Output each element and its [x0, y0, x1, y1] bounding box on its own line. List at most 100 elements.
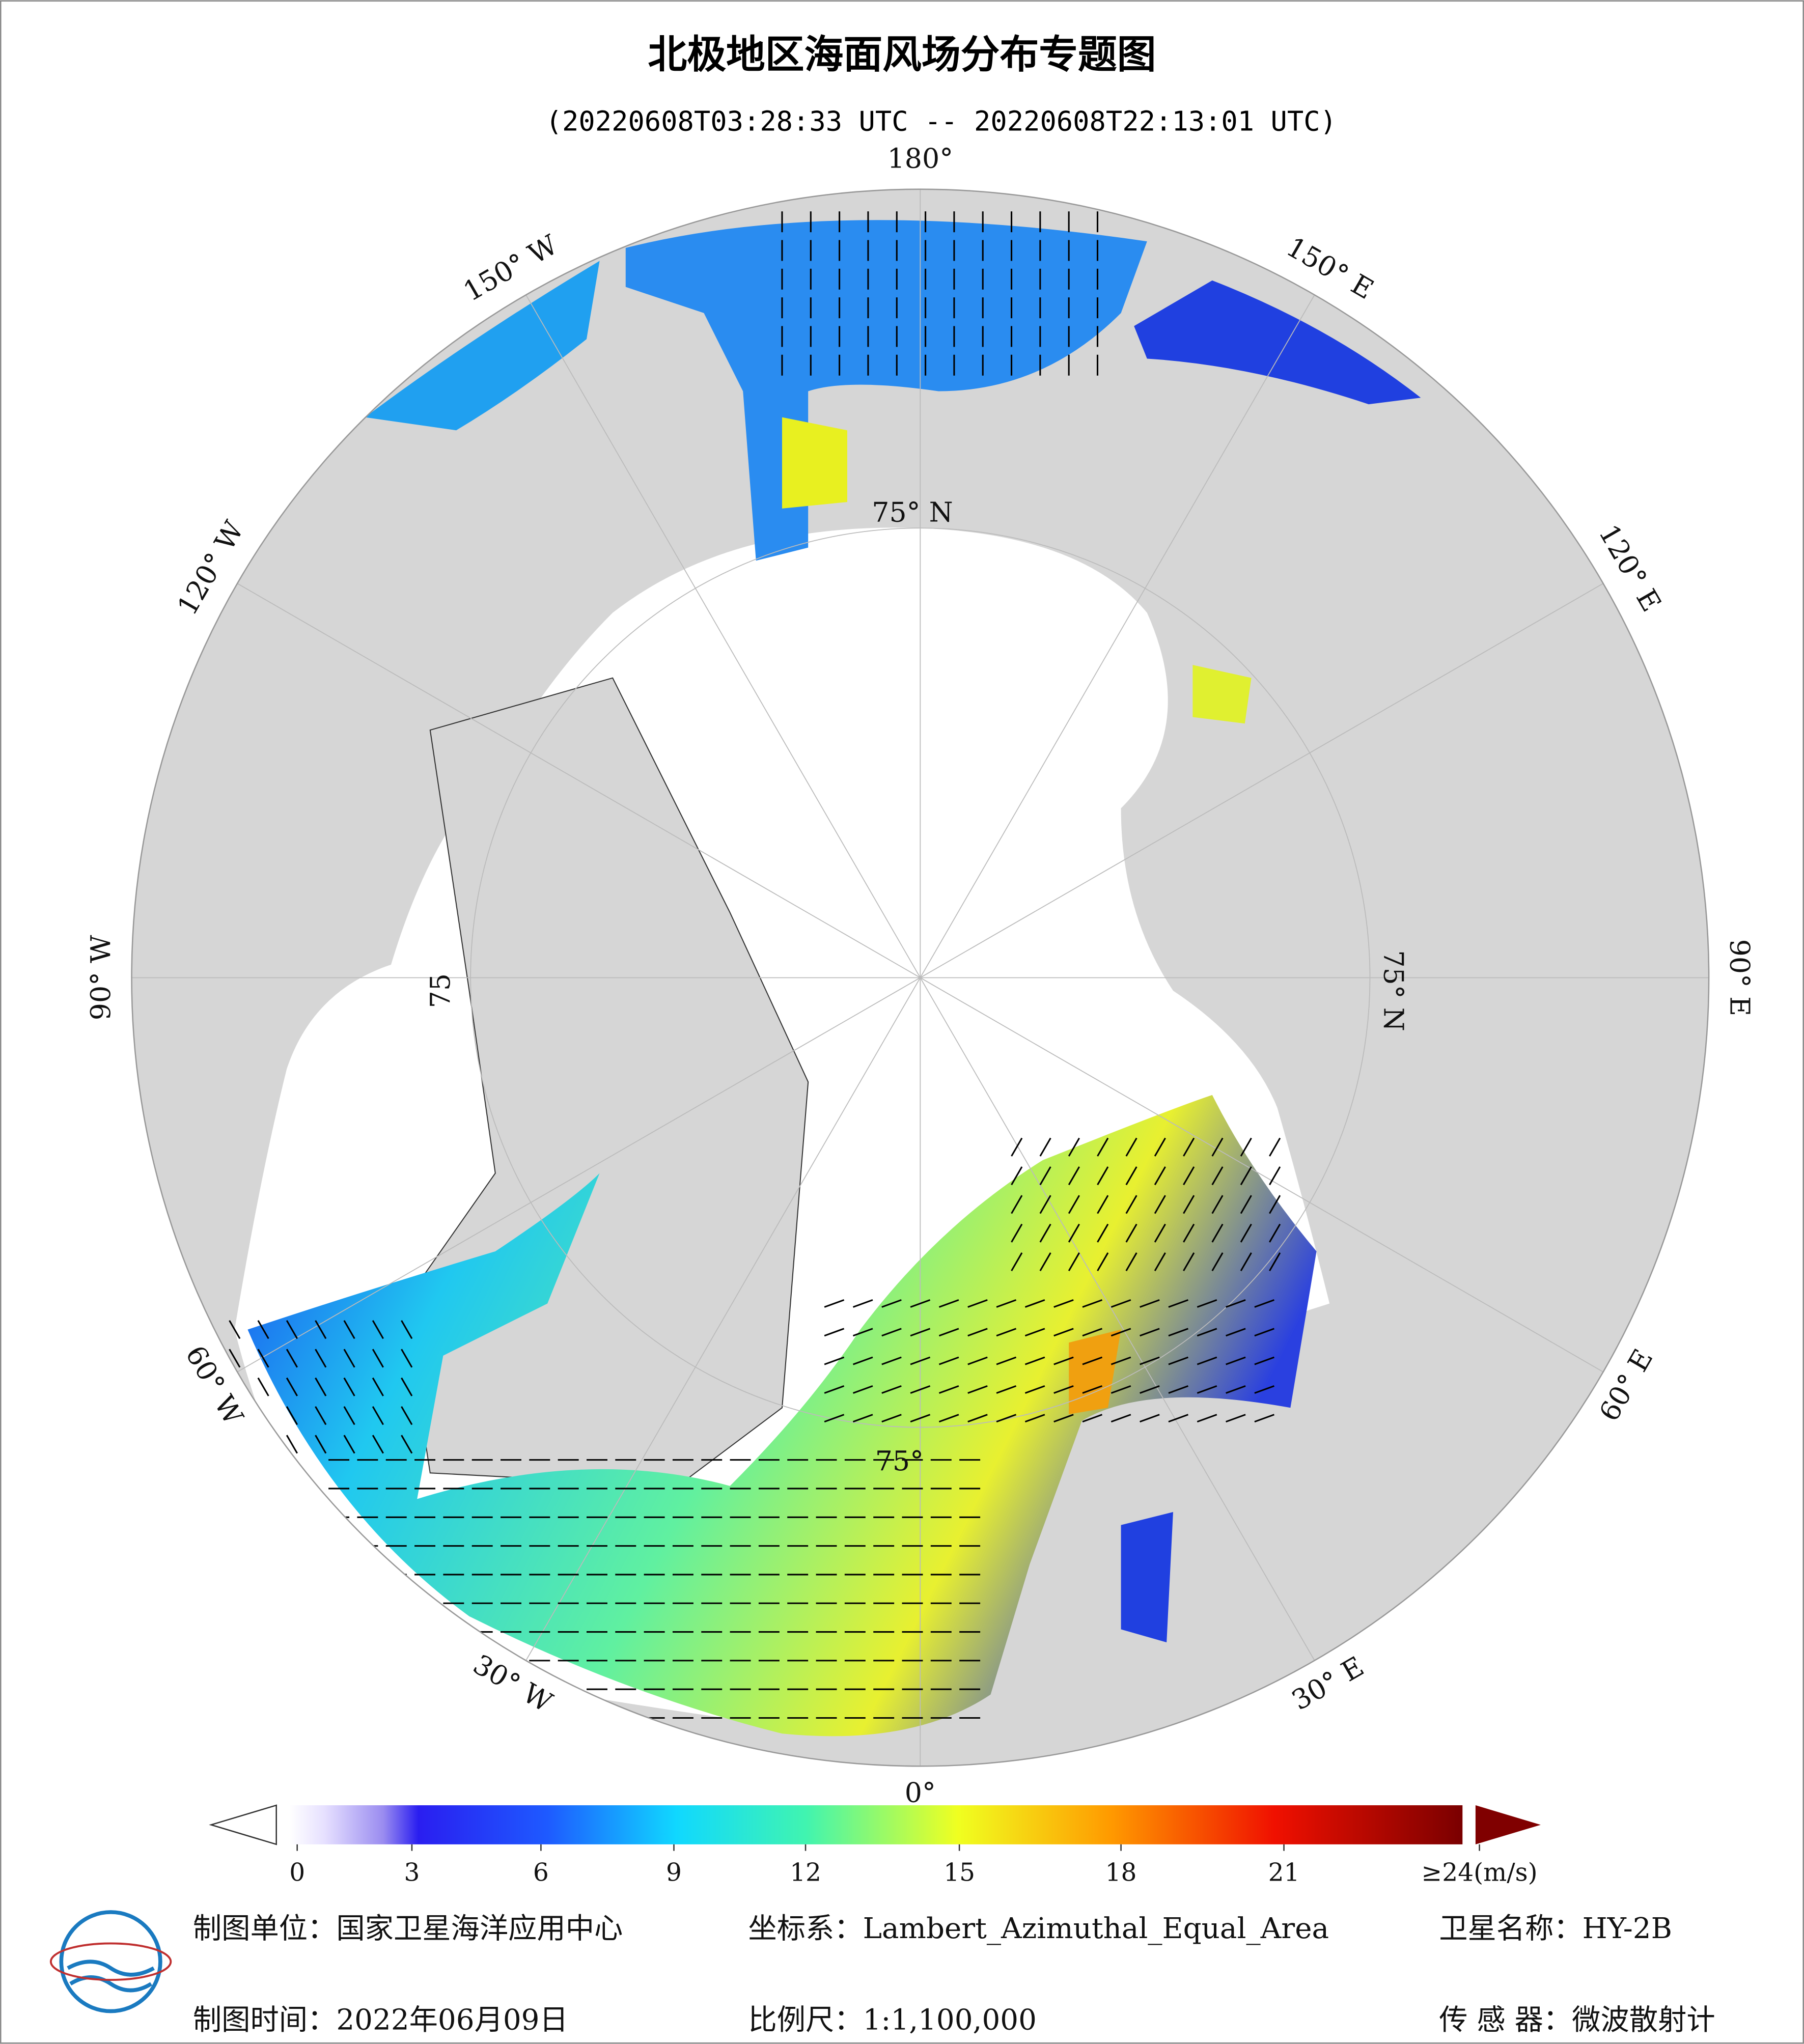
wind-arrow: [852, 1299, 873, 1308]
wind-arrow: [1269, 1223, 1281, 1243]
latitude-label: 75° N: [1378, 950, 1410, 1031]
wind-arrow: [1039, 1195, 1051, 1214]
wind-arrow: [824, 1414, 845, 1423]
wind-arrow: [1024, 1328, 1045, 1337]
wind-arrow: [996, 1328, 1017, 1337]
wind-arrow: [372, 1406, 384, 1425]
wind-arrow: [1011, 1166, 1023, 1186]
footer-unit: 制图单位：国家卫星海洋应用中心: [193, 1912, 623, 1945]
wind-arrow: [1140, 1414, 1160, 1423]
wind-arrow: [1068, 1195, 1080, 1214]
wind-arrow: [1183, 1223, 1195, 1243]
wind-arrow: [910, 1356, 931, 1365]
wind-arrow: [372, 1349, 384, 1368]
footer-scale: 比例尺：1:1,100,000: [748, 2003, 1037, 2036]
colorbar-tick-label: ≥24(m/s): [1422, 1859, 1538, 1887]
wind-arrow: [1140, 1328, 1160, 1337]
colorbar-tick-label: 21: [1268, 1859, 1300, 1887]
colorbar-under: [209, 1804, 277, 1845]
wind-arrow: [1254, 1356, 1274, 1365]
wind-arrow: [938, 1385, 959, 1394]
logo: [49, 1910, 172, 2013]
meridian: [920, 977, 1604, 1373]
wind-arrow: [881, 1414, 902, 1423]
wind-arrow: [257, 1435, 269, 1454]
wind-arrow: [1140, 1385, 1160, 1394]
meridian: [525, 977, 921, 1661]
latitude-label: 75°: [875, 1445, 924, 1477]
wind-arrow: [1168, 1328, 1188, 1337]
wind-arrow: [1097, 1166, 1109, 1186]
wind-arrow: [1053, 1356, 1074, 1365]
wind-arrow: [852, 1328, 873, 1337]
wind-arrow: [1197, 1385, 1217, 1394]
meridian: [920, 294, 1315, 978]
footer-sensor: 传 感 器：微波散射计: [1439, 2003, 1715, 2036]
wind-arrow: [286, 1320, 298, 1339]
wind-arrow: [1211, 1252, 1224, 1272]
wind-arrow: [1140, 1299, 1160, 1308]
wind-arrow: [1197, 1299, 1217, 1308]
longitude-label: 90° W: [85, 935, 117, 1020]
colorbar: 0 3 6 9 12 15 18 21 ≥24(m/s): [209, 1804, 1541, 1887]
wind-arrow: [1254, 1414, 1274, 1423]
wind-arrow: [401, 1320, 413, 1339]
wind-arrow: [996, 1299, 1017, 1308]
wind-arrow: [1240, 1252, 1252, 1272]
wind-arrow: [286, 1406, 298, 1425]
colorbar-tick-label: 0: [289, 1859, 305, 1887]
wind-arrow: [824, 1299, 845, 1308]
wind-arrow: [1068, 1223, 1080, 1243]
wind-arrow: [229, 1349, 241, 1368]
footer-satellite: 卫星名称：HY-2B: [1439, 1912, 1672, 1945]
wind-arrow: [1269, 1252, 1281, 1272]
wind-arrow: [1154, 1252, 1166, 1272]
colorbar-ramp: [289, 1805, 1463, 1844]
wind-arrow: [1154, 1195, 1166, 1214]
wind-arrow: [1053, 1414, 1074, 1423]
wind-arrow: [1082, 1328, 1103, 1337]
wind-arrow: [1097, 1195, 1109, 1214]
meridian: [237, 977, 921, 1373]
wind-arrow: [881, 1328, 902, 1337]
wind-arrow: [1125, 1195, 1137, 1214]
wind-arrow: [1197, 1328, 1217, 1337]
meridian: [237, 583, 921, 978]
wind-arrow: [315, 1406, 327, 1425]
wind-arrow: [1269, 1166, 1281, 1186]
wind-arrow: [1111, 1299, 1131, 1308]
subtitle: (20220608T03:28:33 UTC -- 20220608T22:13…: [546, 105, 1337, 137]
wind-arrow: [315, 1349, 327, 1368]
wind-baltic: [1121, 1512, 1173, 1643]
wind-arrow: [1211, 1195, 1224, 1214]
wind-arrow: [1039, 1223, 1051, 1243]
wind-arrow: [1154, 1166, 1166, 1186]
wind-arrow: [1125, 1252, 1137, 1272]
wind-arrow: [881, 1385, 902, 1394]
wind-arrow: [1053, 1299, 1074, 1308]
wind-arrow: [881, 1299, 902, 1308]
footer-crs: 坐标系：Lambert_Azimuthal_Equal_Area: [748, 1912, 1329, 1945]
wind-arrow: [910, 1414, 931, 1423]
graticule: [131, 189, 1709, 1767]
map-border: [131, 188, 1710, 1767]
colorbar-tick-label: 3: [404, 1859, 420, 1887]
wind-arrow: [257, 1320, 269, 1339]
wind-arrow: [315, 1435, 327, 1454]
wind-arrow: [286, 1377, 298, 1396]
wind-arrow: [1011, 1137, 1023, 1157]
wind-arrow: [343, 1320, 355, 1339]
wind-arrow: [1254, 1385, 1274, 1394]
wind-arrow: [1024, 1414, 1045, 1423]
wind-arrow: [1011, 1223, 1023, 1243]
wind-arrow: [401, 1406, 413, 1425]
wind-arrow: [1240, 1137, 1252, 1157]
colorbar-tick-label: 18: [1105, 1859, 1137, 1887]
wind-arrow: [286, 1349, 298, 1368]
wind-arrow: [938, 1414, 959, 1423]
wind-arrow: [1211, 1166, 1224, 1186]
wind-arrow: [401, 1435, 413, 1454]
wind-arrow: [967, 1356, 988, 1365]
wind-arrow: [1269, 1195, 1281, 1214]
wind-arrow: [1082, 1299, 1103, 1308]
